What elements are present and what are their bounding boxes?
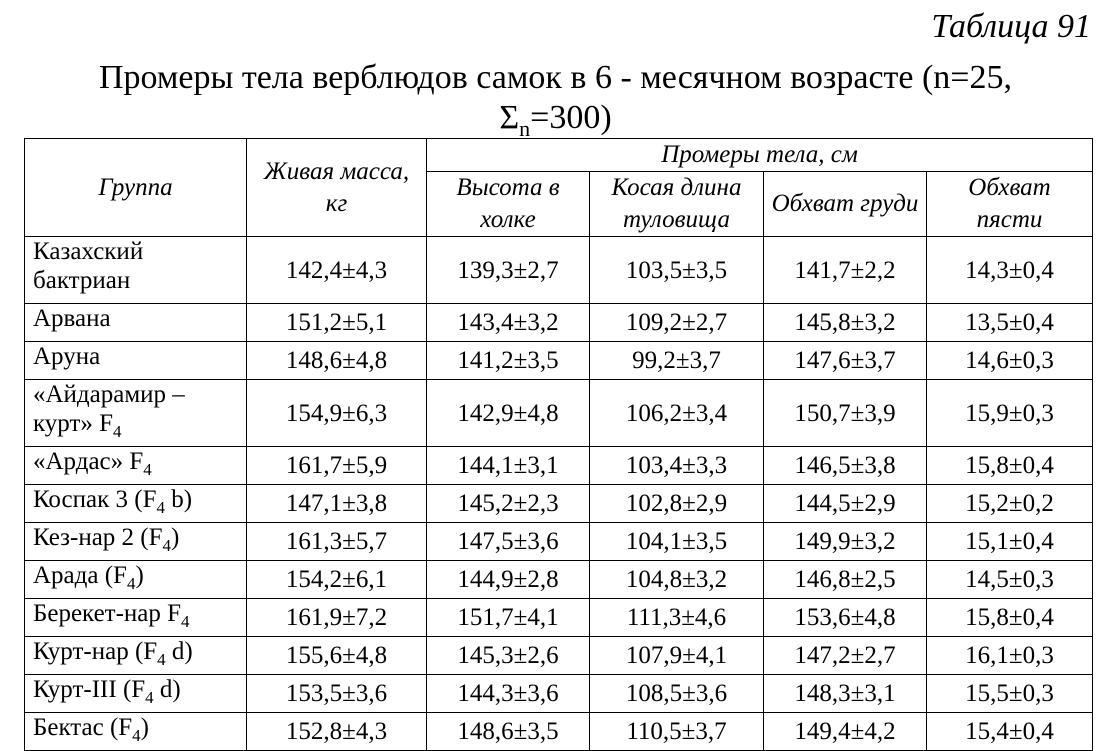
- header-group: Группа: [24, 138, 247, 237]
- length-cell: 104,8±3,2: [589, 560, 764, 599]
- group-cell: Арвана: [24, 303, 247, 342]
- chest-cell: 147,2±2,7: [763, 636, 927, 675]
- mass-cell: 161,9±7,2: [246, 598, 427, 637]
- height-cell: 139,3±2,7: [426, 236, 590, 304]
- title-line-1: Промеры тела верблюдов самок в 6 - месяч…: [99, 59, 1012, 96]
- mass-cell: 148,6±4,8: [246, 341, 427, 380]
- metacarpus-cell: 13,5±0,4: [926, 303, 1093, 342]
- length-cell: 104,1±3,5: [589, 522, 764, 561]
- metacarpus-cell: 15,9±0,3: [926, 379, 1093, 447]
- group-cell: Курт-нар (F4 d): [24, 636, 247, 675]
- mass-cell: 151,2±5,1: [246, 303, 427, 342]
- chest-cell: 146,8±2,5: [763, 560, 927, 599]
- metacarpus-cell: 15,5±0,3: [926, 674, 1093, 713]
- metacarpus-cell: 15,2±0,2: [926, 484, 1093, 523]
- header-chest-girth: Обхват груди: [763, 171, 927, 237]
- height-cell: 148,6±3,5: [426, 712, 590, 751]
- chest-cell: 144,5±2,9: [763, 484, 927, 523]
- group-cell: Кез-нар 2 (F4): [24, 522, 247, 561]
- table-row: Казахский бактриан 142,4±4,3 139,3±2,7 1…: [24, 236, 1093, 304]
- chest-cell: 149,4±4,2: [763, 712, 927, 751]
- table-row: Аруна 148,6±4,8 141,2±3,5 99,2±3,7 147,6…: [24, 341, 1093, 380]
- length-cell: 102,8±2,9: [589, 484, 764, 523]
- length-cell: 109,2±2,7: [589, 303, 764, 342]
- group-cell: Курт-III (F4 d): [24, 674, 247, 713]
- table-row: Курт-III (F4 d) 153,5±3,6 144,3±3,6 108,…: [24, 674, 1093, 713]
- length-cell: 107,9±4,1: [589, 636, 764, 675]
- height-cell: 144,9±2,8: [426, 560, 590, 599]
- table-row: Арада (F4) 154,2±6,1 144,9±2,8 104,8±3,2…: [24, 560, 1093, 599]
- height-cell: 145,3±2,6: [426, 636, 590, 675]
- mass-cell: 154,9±6,3: [246, 379, 427, 447]
- table-row: Курт-нар (F4 d) 155,6±4,8 145,3±2,6 107,…: [24, 636, 1093, 675]
- header-oblique-length: Косая длина туловища: [589, 171, 764, 237]
- table-row: Арвана 151,2±5,1 143,4±3,2 109,2±2,7 145…: [24, 303, 1093, 342]
- header-live-mass: Живая масса, кг: [246, 138, 427, 237]
- chest-cell: 150,7±3,9: [763, 379, 927, 447]
- length-cell: 106,2±3,4: [589, 379, 764, 447]
- header-metacarpus-girth: Обхват пясти: [926, 171, 1093, 237]
- mass-cell: 152,8±4,3: [246, 712, 427, 751]
- metacarpus-cell: 15,1±0,4: [926, 522, 1093, 561]
- mass-cell: 147,1±3,8: [246, 484, 427, 523]
- metacarpus-cell: 16,1±0,3: [926, 636, 1093, 675]
- group-cell: Коспак 3 (F4 b): [24, 484, 247, 523]
- chest-cell: 149,9±3,2: [763, 522, 927, 561]
- length-cell: 103,4±3,3: [589, 446, 764, 485]
- length-cell: 110,5±3,7: [589, 712, 764, 751]
- height-cell: 143,4±3,2: [426, 303, 590, 342]
- table-row: «Ардас» F4 161,7±5,9 144,1±3,1 103,4±3,3…: [24, 446, 1093, 485]
- metacarpus-cell: 15,8±0,4: [926, 598, 1093, 637]
- length-cell: 111,3±4,6: [589, 598, 764, 637]
- height-cell: 141,2±3,5: [426, 341, 590, 380]
- metacarpus-cell: 15,4±0,4: [926, 712, 1093, 751]
- group-cell: Казахский бактриан: [24, 236, 247, 304]
- length-cell: 99,2±3,7: [589, 341, 764, 380]
- height-cell: 151,7±4,1: [426, 598, 590, 637]
- height-cell: 147,5±3,6: [426, 522, 590, 561]
- table-number: Таблица 91: [931, 8, 1091, 45]
- group-cell: «Ардас» F4: [24, 446, 247, 485]
- height-cell: 145,2±2,3: [426, 484, 590, 523]
- header-height-withers: Высота в холке: [426, 171, 590, 237]
- mass-cell: 161,7±5,9: [246, 446, 427, 485]
- table-title: Промеры тела верблюдов самок в 6 - месяч…: [0, 58, 1111, 141]
- metacarpus-cell: 14,5±0,3: [926, 560, 1093, 599]
- chest-cell: 141,7±2,2: [763, 236, 927, 304]
- metacarpus-cell: 14,6±0,3: [926, 341, 1093, 380]
- mass-cell: 142,4±4,3: [246, 236, 427, 304]
- group-cell: Арада (F4): [24, 560, 247, 599]
- group-cell: Берекет-нар F4: [24, 598, 247, 637]
- mass-cell: 154,2±6,1: [246, 560, 427, 599]
- table-row: Коспак 3 (F4 b) 147,1±3,8 145,2±2,3 102,…: [24, 484, 1093, 523]
- chest-cell: 148,3±3,1: [763, 674, 927, 713]
- height-cell: 142,9±4,8: [426, 379, 590, 447]
- mass-cell: 161,3±5,7: [246, 522, 427, 561]
- chest-cell: 145,8±3,2: [763, 303, 927, 342]
- height-cell: 144,3±3,6: [426, 674, 590, 713]
- mass-cell: 153,5±3,6: [246, 674, 427, 713]
- group-cell: Аруна: [24, 341, 247, 380]
- measurements-table: Группа Живая масса, кг Промеры тела, см …: [24, 138, 1093, 751]
- group-cell: «Айдарамир – курт» F4: [24, 379, 247, 447]
- title-line-2: Σn=300): [499, 99, 612, 141]
- table-row: Кез-нар 2 (F4) 161,3±5,7 147,5±3,6 104,1…: [24, 522, 1093, 561]
- metacarpus-cell: 15,8±0,4: [926, 446, 1093, 485]
- table-row: Бектас (F4) 152,8±4,3 148,6±3,5 110,5±3,…: [24, 712, 1093, 751]
- table-row: «Айдарамир – курт» F4 154,9±6,3 142,9±4,…: [24, 379, 1093, 447]
- chest-cell: 153,6±4,8: [763, 598, 927, 637]
- chest-cell: 147,6±3,7: [763, 341, 927, 380]
- header-body-measurements: Промеры тела, см: [426, 138, 1093, 172]
- chest-cell: 146,5±3,8: [763, 446, 927, 485]
- metacarpus-cell: 14,3±0,4: [926, 236, 1093, 304]
- mass-cell: 155,6±4,8: [246, 636, 427, 675]
- height-cell: 144,1±3,1: [426, 446, 590, 485]
- table-row: Берекет-нар F4 161,9±7,2 151,7±4,1 111,3…: [24, 598, 1093, 637]
- group-cell: Бектас (F4): [24, 712, 247, 751]
- length-cell: 108,5±3,6: [589, 674, 764, 713]
- length-cell: 103,5±3,5: [589, 236, 764, 304]
